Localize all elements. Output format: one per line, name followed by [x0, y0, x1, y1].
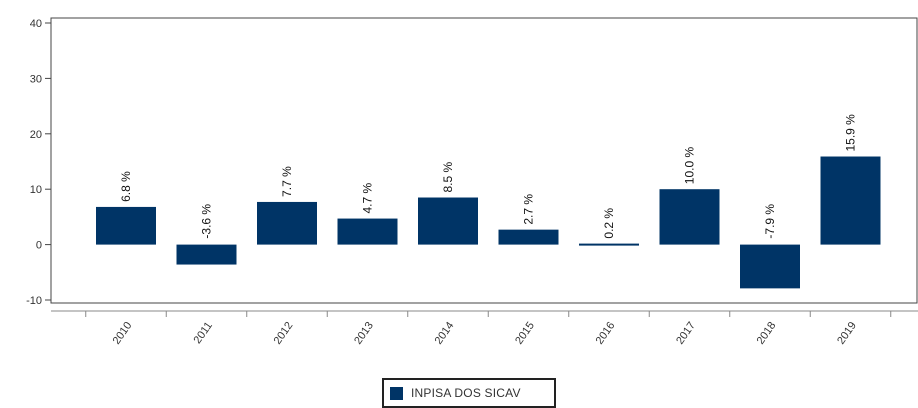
y-tick-label: -10 — [26, 295, 42, 307]
data-label: -7.9 % — [763, 204, 777, 239]
x-tick-label: 2012 — [272, 320, 296, 347]
data-label: 8.5 % — [441, 161, 455, 192]
y-tick-label: 20 — [30, 129, 42, 141]
y-tick-label: 30 — [30, 73, 42, 85]
bar — [659, 189, 720, 245]
bars — [96, 156, 881, 289]
data-labels: 6.8 % -3.6 % 7.7 % 4.7 % 8.5 % 2.7 % 0.2 % 10.0… — [119, 114, 858, 239]
data-label: 10.0 % — [683, 147, 697, 185]
bar — [176, 244, 237, 265]
legend: INPISA DOS SICAV — [382, 378, 556, 408]
bar — [579, 243, 639, 246]
data-label: 15.9 % — [844, 114, 858, 152]
x-tick-label: 2014 — [433, 320, 457, 347]
data-label: -3.6 % — [200, 204, 214, 239]
x-tick-label: 2017 — [674, 320, 698, 347]
x-ticks: 2010 2011 2012 2013 2014 2015 2016 2017 2018 2019 — [85, 311, 892, 347]
x-tick-label: 2018 — [755, 320, 779, 347]
x-tick-label: 2019 — [835, 320, 859, 347]
bar — [418, 197, 478, 245]
y-tick-label: 40 — [30, 18, 42, 30]
bar — [820, 156, 881, 245]
bar — [257, 201, 317, 245]
legend-label: INPISA DOS SICAV — [411, 386, 521, 400]
x-tick-label: 2016 — [594, 320, 618, 347]
y-tick-label: 0 — [36, 240, 42, 252]
data-label: 6.8 % — [119, 171, 133, 202]
axes — [50, 17, 918, 312]
bar — [96, 206, 156, 245]
x-tick-label: 2015 — [513, 320, 537, 347]
x-tick-label: 2010 — [111, 320, 135, 347]
bar — [740, 244, 800, 289]
data-label: 0.2 % — [602, 208, 616, 239]
bar — [337, 218, 398, 245]
data-label: 4.7 % — [361, 183, 375, 214]
x-tick-label: 2011 — [192, 320, 215, 346]
data-label: 2.7 % — [522, 194, 536, 225]
y-tick-label: 10 — [30, 184, 42, 196]
bar — [498, 229, 559, 245]
y-ticks: -10 0 10 20 30 40 — [26, 18, 51, 307]
legend-swatch — [390, 386, 403, 400]
data-label: 7.7 % — [280, 166, 294, 197]
plot-frame — [50, 17, 918, 304]
x-tick-label: 2013 — [352, 320, 376, 347]
